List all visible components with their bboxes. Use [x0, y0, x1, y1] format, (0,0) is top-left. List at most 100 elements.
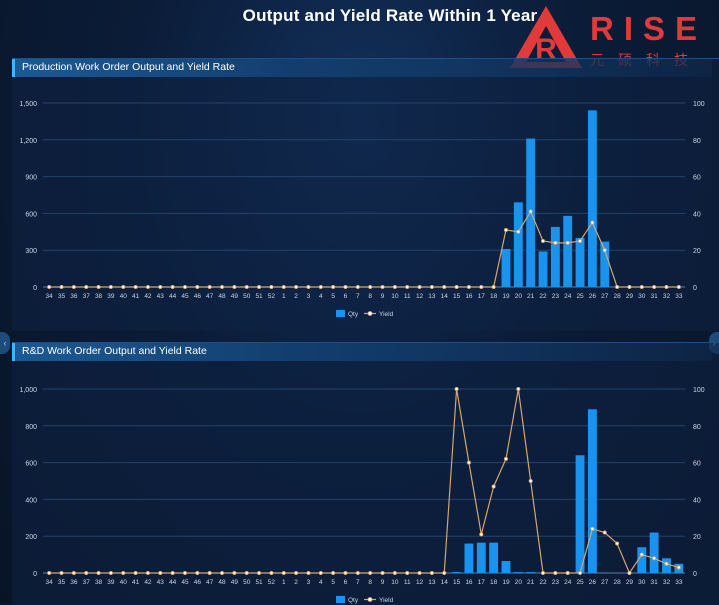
x-tick-label: 7 [356, 579, 360, 586]
yield-point [170, 570, 175, 575]
panel-header-accent [12, 343, 15, 361]
yield-point [405, 570, 410, 575]
qty-bar [575, 237, 585, 287]
yield-point [145, 284, 150, 289]
x-tick-label: 44 [169, 293, 177, 300]
yield-point [343, 570, 348, 575]
legend-yield-marker [367, 311, 373, 316]
x-tick-label: 17 [478, 293, 486, 300]
x-tick-label: 47 [206, 579, 214, 586]
x-tick-label: 2 [294, 293, 298, 300]
x-tick-label: 3 [307, 579, 311, 586]
yield-point [392, 284, 397, 289]
x-tick-label: 2 [294, 579, 298, 586]
yield-point [442, 570, 447, 575]
yield-point [466, 460, 471, 465]
x-tick-label: 22 [539, 579, 547, 586]
x-tick-label: 14 [441, 293, 449, 300]
x-tick-label: 51 [255, 579, 263, 586]
yield-point [528, 209, 533, 214]
qty-bar [587, 409, 597, 573]
x-tick-label: 47 [206, 293, 214, 300]
legend-yield-label: Yield [379, 597, 394, 604]
x-tick-label: 21 [527, 293, 535, 300]
yield-point [578, 238, 583, 243]
qty-bar [526, 572, 536, 573]
yield-point [108, 570, 113, 575]
yield-point [281, 570, 286, 575]
yield-point [578, 570, 583, 575]
yield-point [59, 570, 64, 575]
panel-title: Production Work Order Output and Yield R… [22, 61, 235, 73]
x-tick-label: 1 [282, 293, 286, 300]
x-tick-label: 23 [552, 293, 560, 300]
x-tick-label: 10 [391, 579, 399, 586]
yield-point [306, 570, 311, 575]
legend-yield-label: Yield [379, 311, 394, 318]
x-tick-label: 46 [194, 293, 202, 300]
yield-point [590, 526, 595, 531]
x-tick-label: 42 [144, 293, 152, 300]
legend-qty-label: Qty [348, 597, 359, 604]
qty-bar [452, 572, 462, 573]
x-tick-label: 18 [490, 579, 498, 586]
y-left-tick-label: 800 [25, 424, 37, 431]
yield-point [257, 284, 262, 289]
yield-point [232, 284, 237, 289]
yield-point [615, 541, 620, 546]
x-tick-label: 50 [243, 579, 251, 586]
production-panel: Production Work Order Output and Yield R… [12, 58, 719, 331]
yield-point [541, 238, 546, 243]
x-tick-label: 9 [381, 293, 385, 300]
yield-point [553, 240, 558, 245]
yield-point [503, 227, 508, 232]
yield-point [368, 284, 373, 289]
x-tick-label: 13 [428, 579, 436, 586]
yield-point [71, 284, 76, 289]
x-tick-label: 32 [663, 293, 671, 300]
panel-title: R&D Work Order Output and Yield Rate [22, 345, 207, 357]
x-tick-label: 24 [564, 579, 572, 586]
x-tick-label: 10 [391, 293, 399, 300]
logo-mark: R [510, 6, 582, 68]
x-tick-label: 43 [157, 293, 165, 300]
page-title: Output and Yield Rate Within 1 Year [242, 6, 538, 25]
qty-bar [464, 543, 474, 573]
y-right-tick-label: 0 [693, 571, 697, 578]
x-tick-label: 13 [428, 293, 436, 300]
yield-point [652, 556, 657, 561]
yield-point [380, 284, 385, 289]
x-tick-label: 14 [441, 579, 449, 586]
x-tick-label: 40 [120, 579, 128, 586]
panel-header-accent [12, 59, 15, 77]
yield-line [49, 388, 679, 575]
panel-header: Production Work Order Output and Yield R… [12, 59, 712, 77]
x-tick-label: 25 [576, 579, 584, 586]
yield-point [182, 570, 187, 575]
yield-point [207, 284, 212, 289]
yield-point [318, 284, 323, 289]
x-tick-label: 15 [453, 293, 461, 300]
yield-point [615, 284, 620, 289]
x-tick-label: 12 [416, 579, 424, 586]
x-tick-label: 11 [404, 579, 411, 586]
x-tick-label: 34 [46, 579, 54, 586]
qty-bar [513, 202, 523, 287]
x-tick-label: 29 [626, 579, 634, 586]
x-tick-label: 35 [58, 579, 66, 586]
y-left-tick-label: 0 [33, 285, 37, 292]
yield-point [676, 284, 681, 289]
x-tick-label: 8 [368, 293, 372, 300]
yield-point [355, 570, 360, 575]
yield-point [602, 248, 607, 253]
yield-point [676, 565, 681, 570]
x-tick-label: 5 [331, 579, 335, 586]
yield-point [244, 570, 249, 575]
x-tick-label: 4 [319, 579, 323, 586]
x-tick-label: 36 [70, 293, 78, 300]
yield-point [281, 284, 286, 289]
prev-arrow-button[interactable]: ‹ [0, 332, 10, 354]
x-tick-label: 5 [331, 293, 335, 300]
x-tick-label: 34 [46, 293, 54, 300]
yield-point [220, 570, 225, 575]
